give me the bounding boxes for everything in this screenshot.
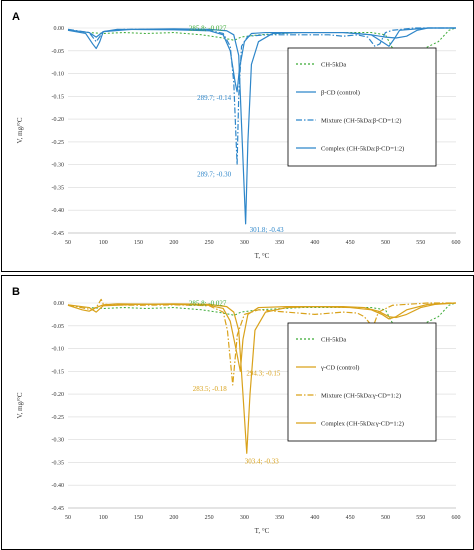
panel-a: A 0.00 -0.05 -0.10 -0.15 -0.20 -0.25 -0.30 -0.35… [1, 0, 474, 272]
x-tick-label: 100 [99, 515, 108, 521]
x-tick-label: 400 [310, 240, 319, 246]
data-label: 285.8; -0.027 [189, 24, 227, 32]
x-tick-label: 100 [99, 240, 108, 246]
data-label: 289.7; -0.14 [197, 94, 232, 102]
legend-label: γ-CD (control) [320, 365, 359, 372]
x-tick-label: 150 [134, 240, 143, 246]
x-tick-label: 600 [452, 515, 461, 521]
y-tick-label: -0.40 [52, 208, 65, 214]
data-label: 303.4; -0.33 [245, 457, 280, 465]
series-line-3 [67, 298, 456, 386]
y-tick-label: -0.05 [52, 49, 65, 55]
legend-label: Mixture (CH-5kDa:γ-CD=1:2) [321, 393, 401, 400]
y-tick-label: -0.20 [52, 392, 65, 398]
x-axis-title: T, °C [255, 527, 270, 535]
panel-letter: A [12, 11, 20, 23]
y-axis-title: V, mg/°C [16, 392, 24, 418]
legend-label: CH-5kDa [321, 337, 346, 344]
data-label: 285.8; -0.027 [189, 299, 227, 307]
x-tick-label: 300 [240, 515, 249, 521]
y-tick-label: -0.25 [52, 140, 65, 146]
data-label: 283.5; -0.18 [193, 385, 228, 393]
y-tick-label: 0.00 [54, 301, 65, 307]
y-tick-label: -0.20 [52, 117, 65, 123]
x-axis-title: T, °C [255, 252, 270, 260]
x-tick-label: 300 [240, 240, 249, 246]
x-tick-label: 450 [346, 515, 355, 521]
series-line-4 [67, 27, 456, 225]
x-tick-label: 350 [275, 515, 284, 521]
panel-letter: B [12, 286, 20, 298]
x-tick-label: 150 [134, 515, 143, 521]
chart-b: B 0.00 -0.05 -0.10 -0.15 -0.20 -0.25 -0.30 -0.35… [12, 286, 461, 535]
y-tick-label: -0.35 [52, 460, 65, 466]
x-tick-label: 550 [416, 515, 425, 521]
legend-label: Complex (CH-5kDa:γ-CD=1:2) [321, 421, 404, 428]
x-tick-label: 500 [381, 240, 390, 246]
x-tick-label: 200 [169, 515, 178, 521]
data-label: 301.8; -0.43 [250, 226, 285, 234]
x-tick-label: 250 [205, 515, 214, 521]
y-tick-label: -0.35 [52, 185, 65, 191]
series-line-4 [67, 302, 457, 454]
x-tick-label: 50 [65, 240, 71, 246]
x-tick-label: 600 [452, 240, 461, 246]
x-tick-label: 550 [416, 240, 425, 246]
y-tick-label: -0.25 [52, 415, 65, 421]
x-tick-label: 400 [310, 515, 319, 521]
y-tick-label: -0.45 [52, 506, 65, 512]
y-tick-label: -0.05 [52, 324, 65, 330]
y-tick-label: 0.00 [54, 26, 65, 32]
x-tick-label: 200 [169, 240, 178, 246]
x-tick-label: 50 [65, 515, 71, 521]
data-label: 289.7; -0.30 [197, 171, 232, 179]
x-tick-label: 250 [205, 240, 214, 246]
legend-label: CH-5kDa [321, 62, 346, 69]
legend-label: β-CD (control) [321, 90, 360, 97]
y-tick-label: -0.45 [52, 231, 65, 237]
legend-label: Complex (CH-5kDa:β-CD=1:2) [321, 146, 404, 153]
y-axis-title: V, mg/°C [16, 117, 24, 143]
y-tick-label: -0.15 [52, 94, 65, 100]
y-tick-label: -0.30 [52, 163, 65, 169]
chart-a: A 0.00 -0.05 -0.10 -0.15 -0.20 -0.25 -0.30 -0.35… [12, 11, 461, 260]
y-tick-label: -0.30 [52, 438, 65, 444]
series-line-2 [67, 302, 457, 372]
x-tick-label: 500 [381, 515, 390, 521]
y-tick-label: -0.40 [52, 483, 65, 489]
y-tick-label: -0.10 [52, 347, 65, 353]
y-tick-label: -0.15 [52, 369, 65, 375]
x-tick-label: 450 [346, 240, 355, 246]
legend-box [287, 322, 437, 442]
panel-b: B 0.00 -0.05 -0.10 -0.15 -0.20 -0.25 -0.30 -0.35… [0, 275, 474, 550]
legend-label: Mixture (CH-5kDa:β-CD=1:2) [321, 118, 401, 125]
y-tick-label: -0.10 [52, 72, 65, 78]
x-tick-label: 350 [275, 240, 284, 246]
data-label: 294.3; -0.15 [246, 369, 281, 377]
legend-box [287, 47, 437, 167]
